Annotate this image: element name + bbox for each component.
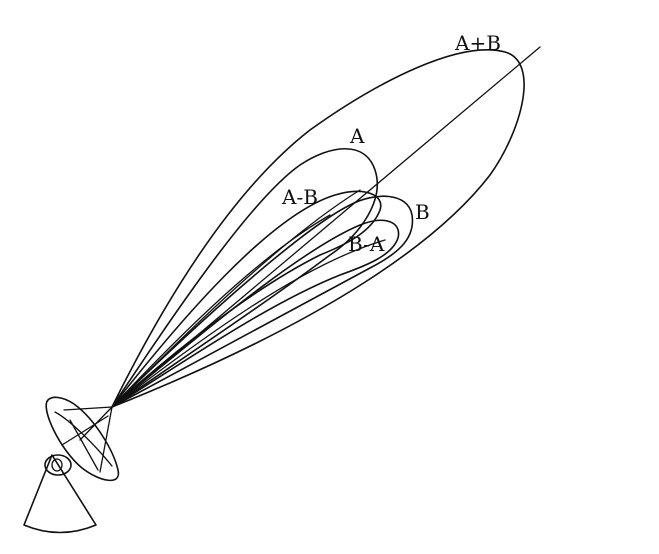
antenna-feed-strut-3 xyxy=(79,406,113,441)
inner-lobe-line-3 xyxy=(111,214,331,408)
beam-b-lobe xyxy=(111,195,414,408)
label-difference-b-minus-a: B-A xyxy=(348,232,385,256)
antenna-hub-inner xyxy=(51,458,63,472)
antenna-feed-strut-1 xyxy=(63,406,113,411)
antenna-pedestal xyxy=(23,454,97,534)
antenna-hub-outer xyxy=(44,454,72,476)
beam-a-lobe xyxy=(111,148,378,408)
antenna-dish-rib-1 xyxy=(54,411,113,467)
antenna-dish-rib-3 xyxy=(69,419,99,471)
inner-lobe-line-2 xyxy=(111,239,386,408)
antenna-feed-strut-2 xyxy=(99,406,113,473)
label-sum-beam: A+B xyxy=(454,31,501,55)
antenna-dish-rib-2 xyxy=(61,415,109,446)
label-beam-a: A xyxy=(349,124,365,148)
antenna-dish xyxy=(45,396,120,482)
label-beam-b: B xyxy=(415,200,430,224)
inner-lobe-line-1 xyxy=(111,189,361,408)
sum-beam-lobe xyxy=(111,49,525,408)
difference-beam-b-minus-a xyxy=(111,219,400,408)
label-difference-a-minus-b: A-B xyxy=(281,185,318,209)
antenna-assembly xyxy=(23,396,120,534)
